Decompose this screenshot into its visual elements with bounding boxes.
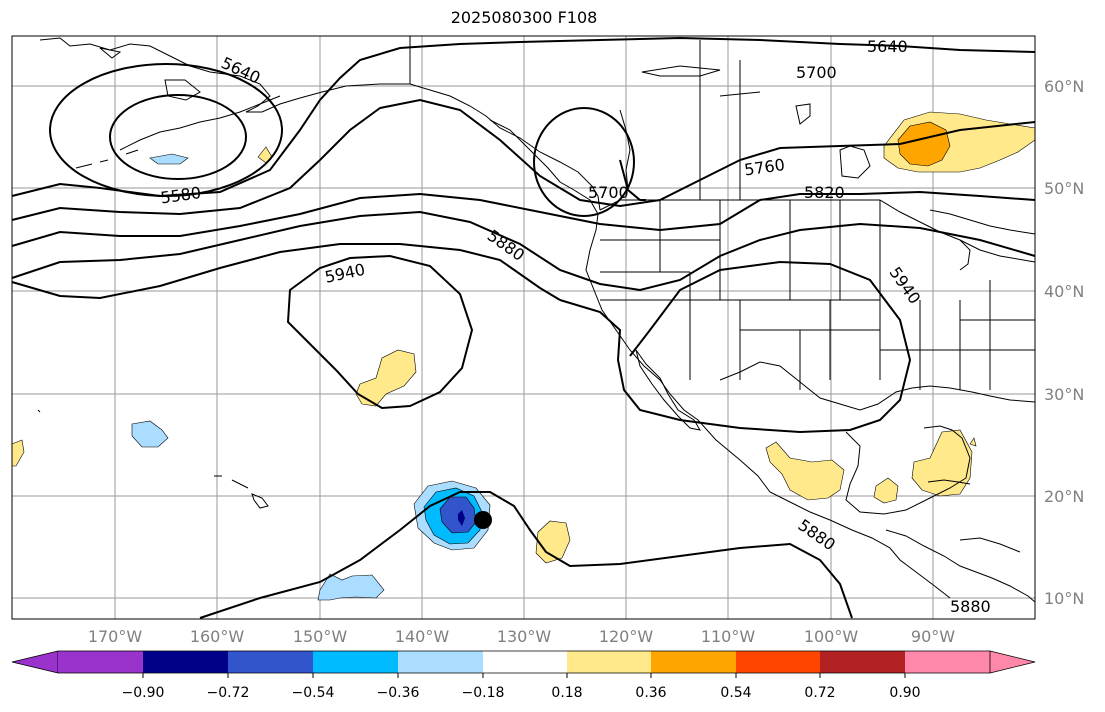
orange-area xyxy=(897,121,951,167)
colorbar-swatch xyxy=(143,651,228,673)
contour-label: 5820 xyxy=(804,183,845,202)
navy-area xyxy=(458,510,465,526)
contour-label: 5700 xyxy=(796,63,837,82)
colorbar-tick-label: 0.54 xyxy=(720,685,751,701)
lon-label: 150°W xyxy=(293,627,348,646)
storm-center-marker xyxy=(474,511,492,529)
latitude-labels: 60°N 50°N 40°N 30°N 20°N 10°N xyxy=(1044,77,1084,608)
lat-label: 10°N xyxy=(1044,589,1084,608)
colorbar-swatch xyxy=(58,651,143,673)
colorbar-swatch xyxy=(398,651,483,673)
colorbar-tick-label: 0.72 xyxy=(804,685,835,701)
longitude-labels: 170°W 160°W 150°W 140°W 130°W 120°W 110°… xyxy=(88,627,955,646)
colorbar-swatch xyxy=(567,651,651,673)
colorbar-tick-label: −0.54 xyxy=(292,685,335,701)
lat-label: 30°N xyxy=(1044,385,1084,404)
contour-label: 5700 xyxy=(588,183,629,202)
coastlines xyxy=(37,36,1036,603)
lon-label: 140°W xyxy=(395,627,450,646)
light-blue-area xyxy=(317,573,385,601)
colorbar-swatch xyxy=(651,651,736,673)
colorbar-tick-label: −0.36 xyxy=(377,685,420,701)
yellow-area xyxy=(969,437,977,447)
colorbar-swatch xyxy=(483,651,567,673)
colorbar-swatch xyxy=(989,650,1036,674)
lon-label: 130°W xyxy=(497,627,552,646)
yellow-area xyxy=(873,477,899,504)
light-blue-area xyxy=(131,420,169,448)
lon-label: 110°W xyxy=(701,627,756,646)
map-title: 2025080300 F108 xyxy=(450,8,598,27)
colorbar-tick-label: −0.18 xyxy=(462,685,505,701)
yellow-area xyxy=(535,520,571,564)
colorbar-swatch xyxy=(228,651,313,673)
colorbar: −0.90 −0.72 −0.54 −0.36 −0.18 0.18 0.36 … xyxy=(11,650,1036,701)
colorbar-tick-label: 0.18 xyxy=(551,685,582,701)
colorbar-tick-label: −0.72 xyxy=(207,685,250,701)
lat-label: 50°N xyxy=(1044,179,1084,198)
yellow-area xyxy=(911,429,973,497)
colorbar-tick-label: 0.90 xyxy=(889,685,920,701)
colorbar-tick-label: 0.36 xyxy=(635,685,666,701)
contour-5580-ring xyxy=(109,94,247,180)
map-frame xyxy=(11,35,1036,620)
contour-label: 5880 xyxy=(950,597,991,616)
lon-label: 160°W xyxy=(190,627,245,646)
light-blue-area xyxy=(149,153,189,165)
colorbar-tick-label: −0.90 xyxy=(122,685,165,701)
colorbar-swatch xyxy=(820,651,905,673)
colorbar-swatch xyxy=(736,651,820,673)
contour-label: 5640 xyxy=(867,37,908,56)
lat-label: 60°N xyxy=(1044,77,1084,96)
lon-label: 90°W xyxy=(911,627,955,646)
lat-label: 20°N xyxy=(1044,487,1084,506)
height-contours xyxy=(11,36,1036,619)
lon-label: 100°W xyxy=(804,627,859,646)
lon-label: 170°W xyxy=(88,627,143,646)
colorbar-swatch xyxy=(313,651,398,673)
colorbar-swatch xyxy=(11,650,59,674)
yellow-area xyxy=(765,441,845,501)
colorbar-swatch xyxy=(905,651,990,673)
contour-5700-ring xyxy=(533,107,635,217)
graticule xyxy=(12,36,1035,619)
lon-label: 120°W xyxy=(599,627,654,646)
lat-label: 40°N xyxy=(1044,282,1084,301)
yellow-area xyxy=(355,349,417,407)
